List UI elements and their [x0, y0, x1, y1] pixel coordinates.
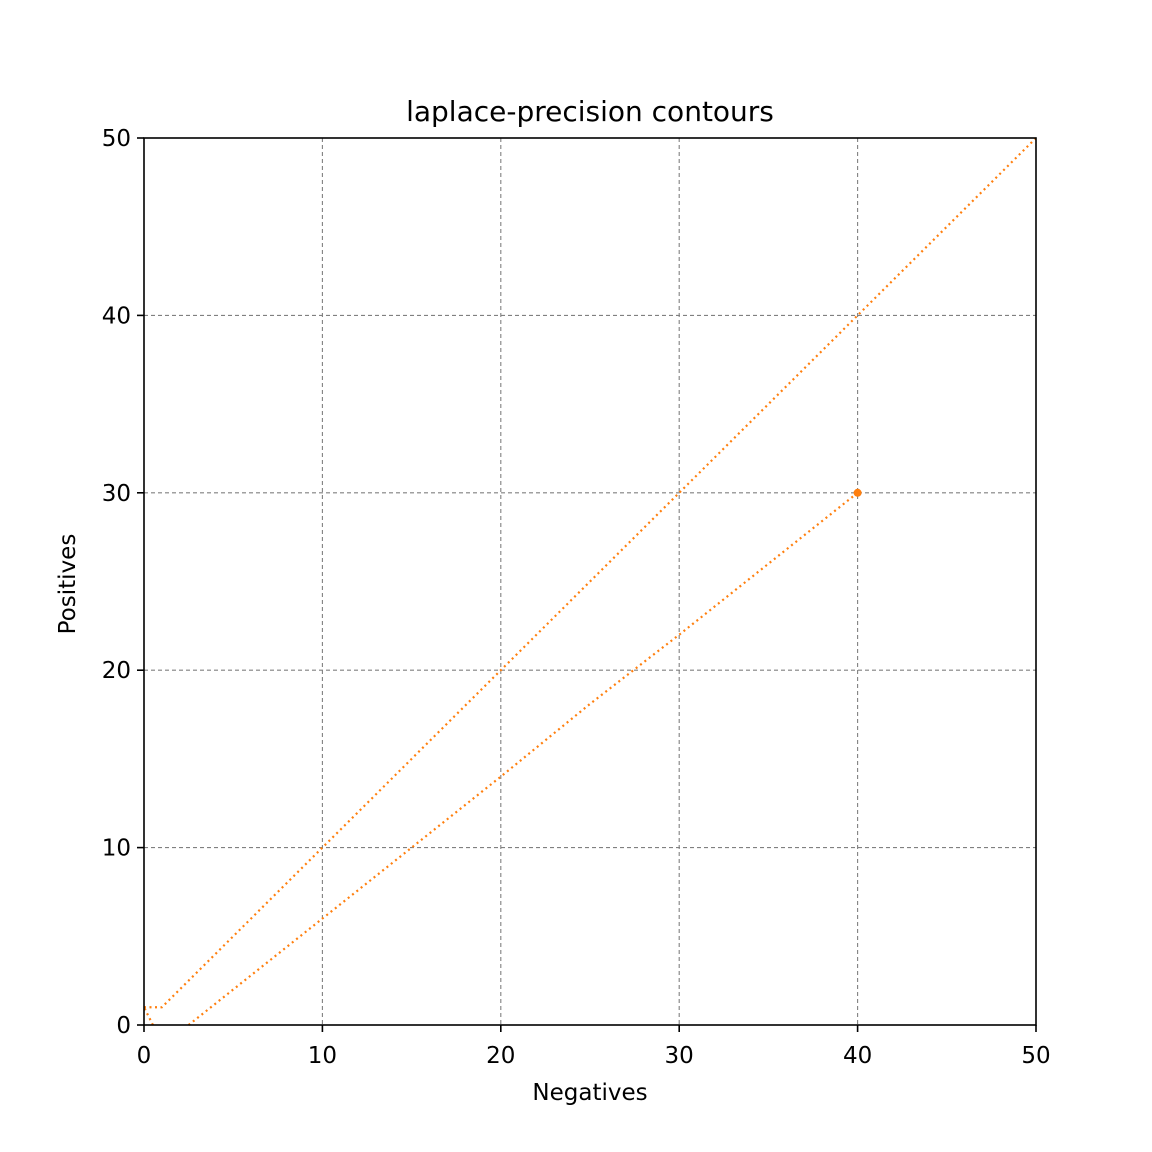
series-layer — [143, 137, 1037, 1026]
plot-frame — [143, 137, 1037, 1026]
x-tick-label: 40 — [843, 1043, 872, 1069]
grid — [144, 138, 1036, 1025]
contour-line-1 — [144, 137, 1037, 1009]
y-tick-label: 30 — [102, 481, 131, 507]
x-axis-label: Negatives — [532, 1080, 647, 1106]
y-tick-label: 50 — [102, 126, 131, 152]
x-tick-label: 10 — [308, 1043, 337, 1069]
x-tick-label: 30 — [665, 1043, 694, 1069]
data-point-marker — [853, 488, 862, 497]
y-tick-label: 0 — [116, 1013, 131, 1039]
y-axis-ticks: 0 10 20 30 40 50 — [102, 126, 144, 1039]
y-tick-label: 20 — [102, 658, 131, 684]
y-tick-label: 40 — [102, 303, 131, 329]
x-tick-label: 20 — [486, 1043, 515, 1069]
x-tick-label: 0 — [137, 1043, 152, 1069]
y-axis-label: Positives — [55, 534, 81, 635]
contour-line-3 — [187, 491, 859, 1026]
x-tick-label: 50 — [1021, 1043, 1050, 1069]
contour-line-2 — [143, 1006, 154, 1026]
x-axis-ticks: 0 10 20 30 40 50 — [137, 1025, 1051, 1069]
y-tick-label: 10 — [102, 836, 131, 862]
chart-title: laplace-precision contours — [406, 95, 774, 128]
